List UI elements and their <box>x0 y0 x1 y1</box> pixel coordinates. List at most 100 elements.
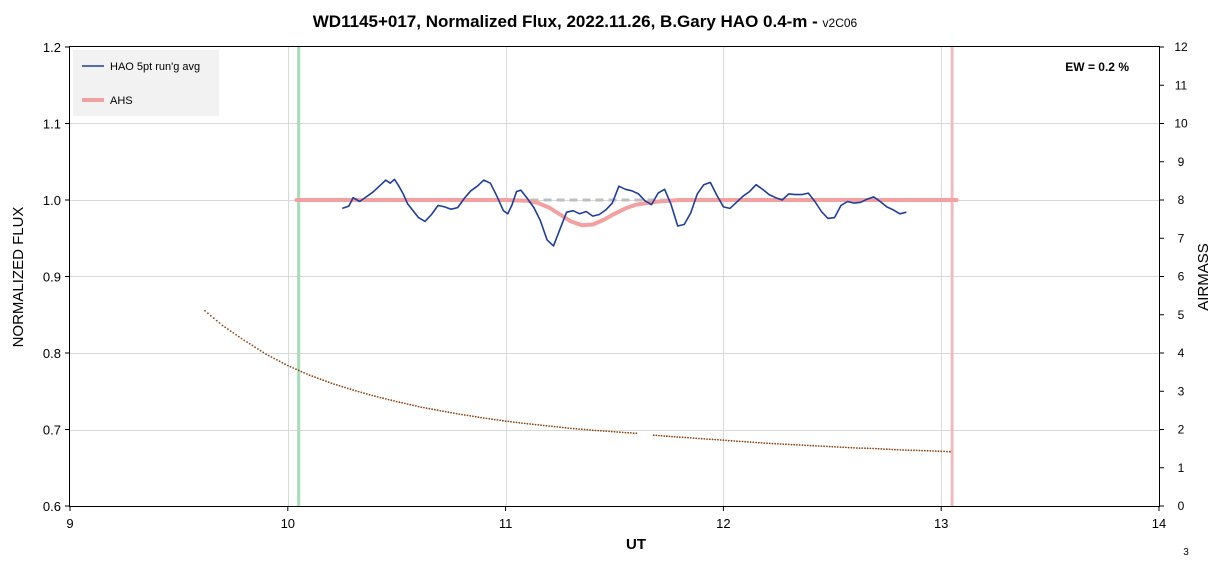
airmass-point <box>757 441 760 444</box>
y2-tick-label: 4 <box>1178 346 1185 360</box>
series-flux-group <box>342 178 907 247</box>
airmass-point <box>308 374 311 377</box>
airmass-point <box>335 384 338 386</box>
airmass-point <box>888 448 891 451</box>
airmass-point <box>619 431 621 434</box>
airmass-point <box>760 442 763 444</box>
airmass-point <box>360 391 363 394</box>
airmass-point <box>314 376 316 379</box>
airmass-point <box>673 435 676 438</box>
airmass-point <box>232 332 235 334</box>
airmass-point <box>295 368 297 371</box>
airmass-point <box>491 418 493 421</box>
airmass-point <box>401 401 403 404</box>
airmass-point <box>395 400 398 403</box>
airmass-point <box>703 438 706 440</box>
airmass-point <box>398 401 401 404</box>
y2-tick-label: 7 <box>1178 231 1185 245</box>
airmass-point <box>570 427 572 430</box>
airmass-point <box>368 393 371 396</box>
grid <box>70 47 1159 506</box>
y2-tick-label: 8 <box>1178 193 1185 207</box>
airmass-point <box>855 447 858 449</box>
airmass-point <box>692 437 695 439</box>
airmass-point <box>949 450 951 453</box>
airmass-point <box>209 314 212 317</box>
airmass-point <box>706 438 708 440</box>
airmass-point <box>243 339 246 342</box>
ew-annotation: EW = 0.2 % <box>1065 60 1129 74</box>
airmass-point <box>610 430 613 433</box>
airmass-point <box>629 432 632 434</box>
airmass-point <box>839 446 842 448</box>
airmass-point <box>578 428 580 430</box>
airmass-point <box>575 427 578 430</box>
airmass-point <box>439 409 442 412</box>
airmass-point <box>804 444 806 447</box>
airmass-point <box>510 420 512 423</box>
airmass-point <box>929 450 932 452</box>
airmass-point <box>412 404 414 407</box>
airmass-point <box>676 436 679 438</box>
airmass-point <box>866 447 869 450</box>
airmass-point <box>717 438 719 441</box>
airmass-point <box>877 447 880 450</box>
airmass-point <box>436 409 439 412</box>
airmass-point <box>257 348 259 350</box>
y-tick-label: 0.8 <box>43 346 61 361</box>
airmass-point <box>330 382 333 385</box>
airmass-point <box>227 328 229 331</box>
airmass-point <box>932 450 934 452</box>
airmass-point <box>393 400 395 402</box>
airmass-point <box>708 438 711 441</box>
airmass-point <box>322 379 325 382</box>
airmass-point <box>943 450 945 453</box>
airmass-point <box>586 428 589 431</box>
airmass-point <box>442 410 444 413</box>
airmass-point <box>763 442 766 444</box>
airmass-point <box>741 440 744 443</box>
airmass-point <box>404 402 406 405</box>
airmass-point <box>453 412 455 414</box>
airmass-point <box>583 428 586 431</box>
airmass-point <box>507 420 510 423</box>
legend-label-flux: HAO 5pt run'g avg <box>110 61 200 73</box>
airmass-point <box>891 448 894 451</box>
y2-tick-label: 6 <box>1178 270 1185 284</box>
airmass-point <box>488 417 491 420</box>
airmass-point <box>289 365 292 368</box>
airmass-point <box>270 356 273 358</box>
airmass-point <box>534 423 537 426</box>
airmass-point <box>306 373 308 375</box>
airmass-point <box>820 445 823 447</box>
airmass-point <box>608 430 610 433</box>
airmass-point <box>771 442 774 445</box>
airmass-point <box>663 435 666 437</box>
airmass-point <box>240 337 243 340</box>
airmass-point <box>913 449 915 452</box>
airmass-point <box>254 346 256 349</box>
airmass-point <box>273 357 276 360</box>
airmass-point <box>597 429 600 432</box>
y2-tick-label: 3 <box>1178 384 1185 398</box>
airmass-point <box>711 438 714 441</box>
y-tick-label: 0.7 <box>43 423 61 438</box>
airmass-point <box>376 396 379 398</box>
airmass-point <box>613 430 616 433</box>
airmass-point <box>529 423 531 425</box>
airmass-point <box>248 342 251 345</box>
airmass-point <box>594 429 597 432</box>
airmass-point <box>365 393 368 395</box>
airmass-point <box>458 413 461 415</box>
airmass-point <box>605 430 608 433</box>
airmass-point <box>801 444 804 446</box>
airmass-point <box>698 437 700 440</box>
airmass-point <box>540 424 542 427</box>
airmass-point <box>466 414 469 417</box>
airmass-point <box>875 447 877 450</box>
airmass-point <box>747 441 749 443</box>
y-tick-label: 0.9 <box>43 270 61 285</box>
airmass-point <box>926 449 929 452</box>
airmass-point <box>777 442 779 445</box>
airmass-point <box>902 449 904 451</box>
